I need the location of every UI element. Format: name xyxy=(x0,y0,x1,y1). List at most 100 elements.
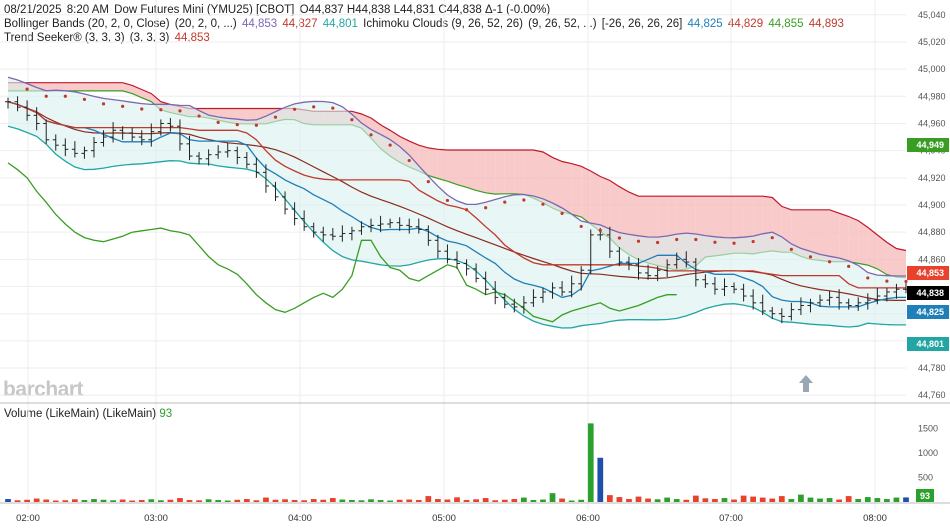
trend-seeker-dot xyxy=(770,236,774,240)
volume-bar xyxy=(807,497,814,502)
volume-bar xyxy=(24,499,30,502)
bollinger-fill xyxy=(8,77,906,328)
ohlc-bar xyxy=(769,306,776,320)
volume-bar xyxy=(14,500,21,502)
volume-bar xyxy=(138,500,145,502)
ohlc-readout: O44,837 H44,838 L44,831 C44,838 Δ-1 (-0.… xyxy=(299,4,551,16)
ichimoku-value-2: 44,829 xyxy=(727,18,764,30)
ohlc-bar xyxy=(616,247,623,267)
ohlc-bar xyxy=(549,282,556,299)
ohlc-bar xyxy=(711,277,718,295)
ichimoku-lagging-span xyxy=(7,162,677,323)
volume-bar xyxy=(243,499,250,502)
volume-bar xyxy=(396,499,403,502)
y-tick-label: 44,980 xyxy=(918,91,946,101)
bb-value-upper: 44,853 xyxy=(241,18,278,30)
trend-seeker-dot xyxy=(560,211,564,216)
ohlc-bar xyxy=(454,251,460,269)
cloud-segment xyxy=(84,82,94,91)
volume-bar xyxy=(339,499,346,502)
ohlc-bar xyxy=(186,135,193,161)
ohlc-bar xyxy=(205,149,212,166)
volume-bar xyxy=(234,499,241,502)
x-tick-label: 02:00 xyxy=(16,513,40,524)
volume-bar xyxy=(406,499,413,502)
trend-seeker-dot xyxy=(656,240,660,245)
volume-bar xyxy=(855,499,862,502)
ohlc-bar xyxy=(759,294,766,316)
ohlc-bar xyxy=(625,256,632,271)
trend-seeker-dot xyxy=(159,108,163,112)
volume-bar xyxy=(521,497,527,502)
volume-bar xyxy=(435,499,441,502)
volume-tick-label: 1500 xyxy=(918,423,938,433)
ohlc-bar xyxy=(826,290,833,306)
y-tick-label: 44,960 xyxy=(918,118,946,128)
volume-bar xyxy=(884,499,890,502)
volume-bar xyxy=(635,496,642,502)
bb-value-lower: 44,801 xyxy=(322,18,358,30)
ohlc-bar xyxy=(291,202,298,226)
trend-seeker-dot xyxy=(617,236,622,240)
trend-seeker-dot xyxy=(273,115,278,119)
volume-bar xyxy=(654,499,661,502)
cloud-segment xyxy=(485,149,496,195)
trend-seeker-dot xyxy=(63,94,67,98)
trend-seeker-dot xyxy=(484,206,488,210)
ichimoku-label[interactable]: Ichimoku Clouds (9, 26, 52, 26) xyxy=(363,18,523,30)
ohlc-bar xyxy=(176,119,183,151)
ohlc-bar xyxy=(492,281,499,305)
cloud-segment xyxy=(820,209,830,262)
trend-seeker-dot xyxy=(808,255,813,259)
volume-bar xyxy=(291,500,298,502)
ohlc-bar xyxy=(864,293,871,310)
trend-seeker-label[interactable]: Trend Seeker® (3, 3, 3) xyxy=(4,32,125,44)
y-tick-label: 45,040 xyxy=(918,10,946,20)
ohlc-bar xyxy=(262,164,269,193)
ohlc-bar xyxy=(731,282,738,294)
volume-bar xyxy=(282,499,288,502)
price-label: 44,853 xyxy=(907,266,949,280)
ohlc-bar xyxy=(243,152,250,169)
bb-label[interactable]: Bollinger Bands (20, 2, 0, Close) xyxy=(4,18,170,30)
trend-seeker-dot xyxy=(197,114,201,118)
volume-bars xyxy=(5,423,909,502)
volume-bar xyxy=(683,499,690,502)
volume-tick-label: 500 xyxy=(918,472,933,482)
volume-bar xyxy=(769,498,776,502)
cloud-segment xyxy=(74,82,85,91)
volume-bar xyxy=(702,498,709,502)
trend-seeker-params: (3, 3, 3) xyxy=(129,32,170,44)
trend-seeker-dot xyxy=(426,180,430,184)
cloud-segment xyxy=(810,209,821,261)
price-label: 44,949 xyxy=(907,138,949,152)
ohlc-bar xyxy=(539,287,546,303)
price-label: 44,825 xyxy=(907,305,949,319)
price-label-box xyxy=(907,138,949,152)
trend-seeker-dot xyxy=(235,123,239,127)
ohlc-bar xyxy=(282,191,289,215)
x-tick-label: 05:00 xyxy=(432,513,456,524)
ohlc-bar xyxy=(43,119,50,144)
trend-seeker-dot xyxy=(732,241,736,245)
ohlc-bar xyxy=(387,218,394,229)
volume-bar xyxy=(100,499,107,502)
x-tick-label: 04:00 xyxy=(288,513,312,524)
x-tick-label: 06:00 xyxy=(576,513,600,524)
volume-bar xyxy=(836,499,842,502)
cloud-segment xyxy=(523,149,534,199)
trend-seeker-dot xyxy=(847,264,851,268)
volume-label-box xyxy=(916,489,934,502)
cloud-segment xyxy=(103,82,114,91)
volume-bar xyxy=(903,497,909,502)
trend-seeker-dot xyxy=(407,158,411,163)
ichimoku-value-3: 44,855 xyxy=(768,18,804,30)
ohlc-bar xyxy=(482,271,489,295)
cloud-segment xyxy=(437,149,448,182)
price-label-box xyxy=(907,337,949,351)
volume-bar xyxy=(177,498,183,502)
axes: 45,04045,02045,00044,98044,96044,94044,9… xyxy=(0,10,950,524)
ohlc-bar xyxy=(320,226,327,242)
ohlc-bar xyxy=(434,234,441,258)
